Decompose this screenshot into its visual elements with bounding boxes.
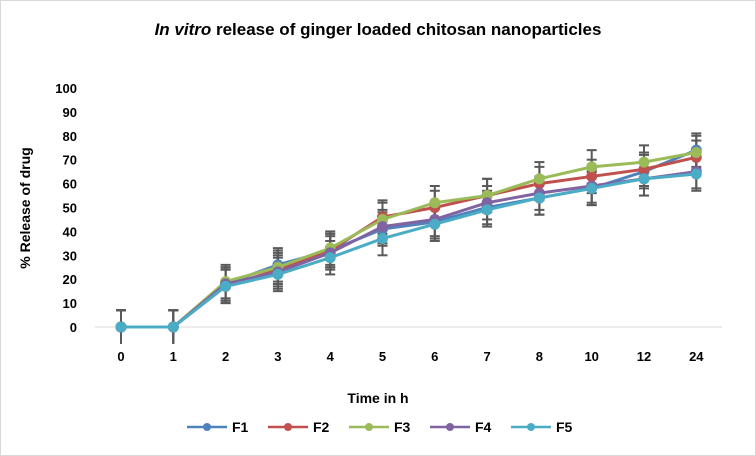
- x-tick-label: 5: [379, 349, 386, 364]
- x-tick-label: 3: [274, 349, 281, 364]
- y-tick-label: 80: [63, 129, 77, 144]
- data-point-F5: [167, 321, 179, 333]
- data-point-F3: [429, 197, 441, 209]
- legend-label-F1: F1: [232, 419, 249, 435]
- y-tick-label: 50: [63, 201, 77, 216]
- y-tick-label: 0: [70, 320, 77, 335]
- data-point-F5: [638, 173, 650, 185]
- data-point-F4: [377, 221, 388, 233]
- x-axis-label: Time in h: [347, 390, 409, 406]
- x-tick-label: 8: [536, 349, 543, 364]
- legend-label-F2: F2: [313, 419, 330, 435]
- data-point-F3: [586, 161, 598, 173]
- legend-marker-F4: [446, 423, 454, 431]
- y-tick-label: 20: [63, 272, 77, 287]
- x-tick-label: 7: [483, 349, 490, 364]
- x-tick-label: 6: [431, 349, 438, 364]
- chart-title-italic: In vitro: [154, 20, 212, 39]
- legend-label-F5: F5: [556, 419, 573, 435]
- legend-label-F3: F3: [394, 419, 411, 435]
- legend-marker-F1: [203, 423, 211, 431]
- y-tick-label: 30: [63, 248, 77, 263]
- legend-marker-F2: [284, 423, 292, 431]
- data-point-F2: [586, 170, 598, 182]
- data-point-F5: [115, 321, 127, 333]
- legend-marker-F5: [527, 423, 535, 431]
- x-tick-label: 2: [222, 349, 229, 364]
- legend-label-F4: F4: [475, 419, 492, 435]
- x-tick-label: 0: [117, 349, 124, 364]
- y-tick-label: 60: [63, 177, 77, 192]
- series-line-F5: [121, 172, 697, 329]
- y-tick-label: 70: [63, 153, 77, 168]
- data-point-F5: [690, 168, 702, 180]
- data-point-F3: [690, 147, 702, 159]
- series-line-F4: [121, 170, 697, 329]
- y-tick-label: 100: [55, 81, 77, 96]
- data-point-F5: [481, 204, 493, 216]
- data-point-F3: [533, 173, 545, 185]
- data-point-F5: [324, 252, 336, 264]
- legend-marker-F3: [365, 423, 373, 431]
- series-line-F3: [121, 151, 697, 329]
- y-tick-label: 40: [63, 224, 77, 239]
- x-tick-label: 10: [584, 349, 598, 364]
- x-tick-label: 24: [689, 349, 704, 364]
- data-point-F5: [533, 192, 545, 204]
- data-point-F5: [586, 182, 598, 194]
- x-tick-label: 12: [637, 349, 651, 364]
- chart-title-rest: release of ginger loaded chitosan nanopa…: [211, 20, 602, 39]
- y-tick-label: 10: [63, 296, 77, 311]
- data-point-F3: [638, 156, 650, 168]
- data-point-F5: [272, 268, 284, 280]
- y-tick-label: 90: [63, 105, 77, 120]
- data-point-F5: [429, 218, 441, 230]
- data-point-F5: [220, 280, 232, 292]
- x-tick-label: 4: [327, 349, 335, 364]
- data-point-F5: [377, 233, 388, 245]
- chart-title: In vitro release of ginger loaded chitos…: [0, 20, 756, 40]
- x-tick-label: 1: [170, 349, 177, 364]
